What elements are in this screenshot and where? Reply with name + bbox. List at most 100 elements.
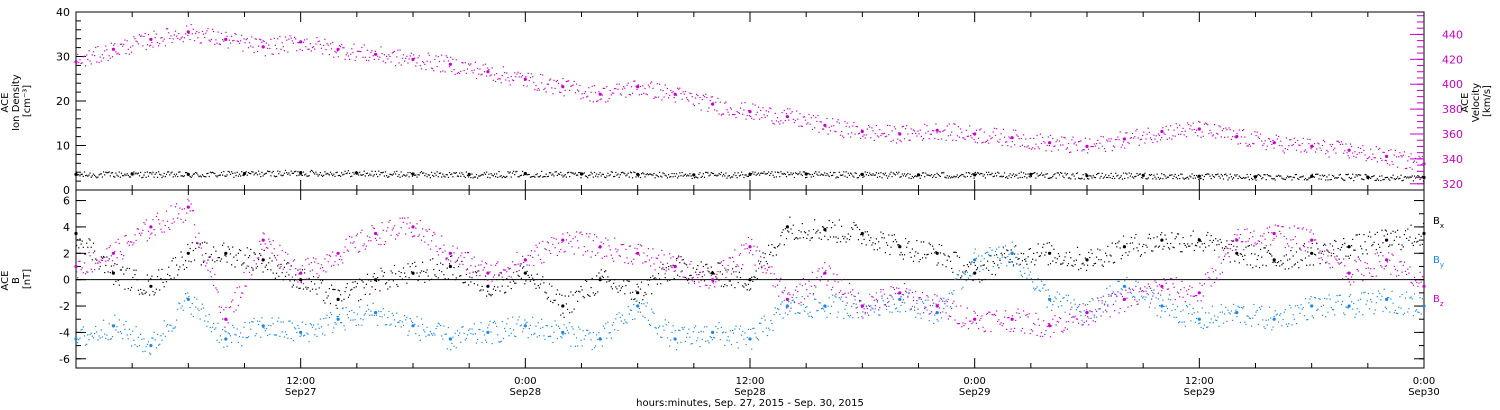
velocity-sample	[906, 125, 908, 127]
velocity-sample	[509, 84, 511, 86]
velocity-sample	[436, 65, 438, 68]
density-sample	[1412, 180, 1414, 182]
by-sample	[122, 338, 124, 340]
by-sample	[638, 308, 640, 310]
by-data-point	[224, 337, 228, 341]
velocity-sample	[395, 65, 397, 67]
density-sample	[471, 173, 473, 175]
bx-sample	[911, 248, 913, 250]
by-sample	[536, 336, 538, 338]
density-sample	[1048, 177, 1050, 179]
bx-sample	[268, 262, 270, 264]
by-sample	[1060, 300, 1062, 302]
by-sample	[314, 334, 316, 336]
bx-sample	[782, 229, 784, 231]
bx-sample	[1300, 259, 1302, 261]
velocity-sample	[732, 114, 734, 116]
density-sample	[908, 177, 910, 179]
velocity-sample	[181, 36, 183, 38]
velocity-sample	[1111, 150, 1113, 152]
velocity-sample	[1320, 149, 1322, 151]
bx-sample	[894, 239, 897, 241]
velocity-sample	[364, 56, 366, 58]
velocity-sample	[561, 84, 563, 86]
density-sample	[1073, 175, 1075, 177]
density-sample	[371, 170, 373, 172]
by-sample	[839, 298, 842, 300]
by-sample	[1298, 307, 1300, 309]
bx-sample	[1111, 242, 1113, 244]
velocity-sample	[633, 80, 635, 82]
bx-sample	[1199, 246, 1201, 248]
by-sample	[373, 314, 375, 316]
velocity-sample	[180, 37, 182, 39]
bx-sample	[965, 270, 967, 272]
by-sample	[489, 320, 491, 322]
by-sample	[961, 288, 963, 290]
density-sample	[765, 173, 767, 175]
density-sample	[888, 175, 890, 177]
density-sample	[214, 173, 216, 175]
by-sample	[1212, 322, 1214, 324]
by-sample	[1106, 287, 1108, 289]
velocity-sample	[1063, 136, 1065, 139]
velocity-sample	[993, 127, 995, 129]
by-sample	[619, 316, 621, 319]
velocity-sample	[360, 51, 362, 53]
bx-sample	[1082, 262, 1084, 264]
density-sample	[200, 176, 202, 178]
velocity-sample	[1260, 133, 1262, 135]
bx-sample	[1290, 250, 1292, 252]
bx-sample	[835, 236, 837, 238]
bx-sample	[100, 256, 102, 258]
by-sample	[1297, 304, 1299, 307]
bx-sample	[326, 297, 328, 299]
bx-sample	[701, 276, 703, 278]
velocity-sample	[637, 84, 639, 86]
density-sample	[641, 173, 643, 175]
by-sample	[473, 323, 475, 325]
by-sample	[1328, 294, 1330, 296]
density-sample	[963, 175, 965, 177]
density-sample	[86, 174, 88, 176]
by-data-point	[1048, 297, 1052, 301]
by-sample	[754, 332, 756, 334]
density-sample	[455, 172, 457, 174]
bx-sample	[1257, 255, 1259, 257]
by-sample	[94, 333, 96, 335]
by-sample	[1143, 296, 1145, 298]
bx-sample	[869, 239, 871, 242]
by-sample	[814, 298, 816, 300]
velocity-sample	[787, 108, 789, 110]
by-sample	[109, 338, 111, 340]
by-sample	[561, 337, 563, 339]
bx-sample	[970, 263, 972, 265]
bx-sample	[1072, 265, 1074, 267]
density-sample	[778, 172, 780, 174]
density-sample	[919, 177, 921, 179]
bx-sample	[865, 244, 867, 246]
density-sample	[301, 174, 303, 176]
bx-sample	[179, 266, 181, 268]
density-sample	[401, 175, 403, 177]
by-sample	[578, 326, 580, 328]
bx-sample	[289, 280, 291, 282]
velocity-sample	[337, 56, 339, 58]
bx-sample	[163, 286, 165, 288]
density-sample	[472, 177, 474, 179]
bx-sample	[1229, 261, 1231, 263]
density-sample	[1383, 178, 1385, 181]
density-sample	[552, 173, 554, 175]
by-sample	[466, 334, 469, 336]
velocity-sample	[673, 97, 675, 99]
by-sample	[703, 326, 706, 328]
velocity-sample	[762, 107, 764, 109]
by-sample	[1227, 309, 1229, 311]
density-sample	[1293, 176, 1295, 179]
density-sample	[918, 174, 920, 176]
bx-sample	[1081, 263, 1083, 265]
by-sample	[1043, 284, 1045, 286]
velocity-sample	[260, 39, 262, 41]
density-sample	[428, 174, 430, 176]
bx-data-point	[935, 251, 939, 255]
